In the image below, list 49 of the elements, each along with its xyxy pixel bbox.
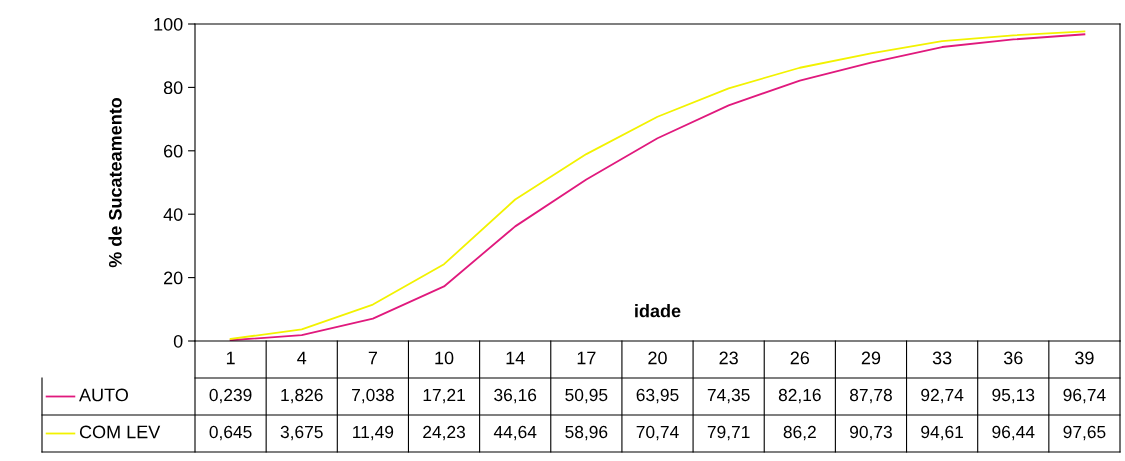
x-tick-label: 20 [648, 351, 667, 365]
data-label: 79,71 [707, 425, 750, 441]
data-label: 74,35 [707, 388, 750, 404]
y-axis-title: % de Sucateamento [108, 97, 122, 268]
data-label: 7,038 [352, 388, 394, 404]
data-label: 24,23 [423, 425, 465, 441]
data-label: 70,74 [636, 425, 679, 441]
x-tick-label: 23 [719, 351, 738, 365]
x-tick-label: 39 [1075, 351, 1094, 365]
data-label: 1,826 [281, 388, 323, 404]
data-label: 87,78 [850, 388, 892, 404]
data-label: 86,2 [783, 425, 816, 441]
y-tick-label: 20 [164, 271, 183, 285]
data-label: 97,65 [1063, 425, 1106, 441]
x-tick-label: 36 [1003, 351, 1023, 365]
x-tick-label: 33 [932, 351, 952, 365]
x-tick-label: 7 [368, 351, 377, 365]
data-label: 96,44 [992, 425, 1035, 441]
x-tick-label: 26 [790, 351, 810, 365]
data-label: 63,95 [636, 388, 679, 404]
data-label: 95,13 [992, 388, 1035, 404]
data-label: 0,239 [209, 388, 252, 404]
data-label: 50,95 [565, 388, 608, 404]
x-tick-label: 17 [577, 351, 596, 365]
y-tick-label: 40 [163, 208, 183, 221]
data-label: 11,49 [353, 425, 394, 441]
x-tick-label: 4 [297, 351, 307, 365]
y-tick-label: 60 [164, 144, 183, 158]
data-label: 44,64 [493, 425, 537, 441]
data-label: 92,74 [921, 388, 964, 404]
data-label: 36,16 [494, 388, 537, 404]
x-axis-title: idade [635, 304, 681, 318]
data-label: 96,74 [1063, 388, 1106, 404]
y-tick-label: 0 [173, 334, 183, 348]
data-label: 0,645 [209, 425, 252, 441]
x-tick-label: 14 [506, 351, 525, 365]
y-tick-label: 80 [163, 81, 183, 95]
x-tick-label: 1 [226, 351, 235, 365]
legend-label: AUTO [79, 388, 128, 402]
data-label: 17,21 [423, 388, 465, 404]
data-label: 3,675 [280, 425, 323, 441]
y-tick-label: 100 [154, 17, 183, 31]
data-label: 82,16 [778, 388, 821, 404]
data-label: 58,96 [565, 425, 608, 441]
data-label: 94,61 [921, 425, 963, 441]
legend-label: COM LEV [79, 425, 161, 439]
x-tick-label: 10 [435, 351, 454, 365]
data-label: 90,73 [850, 425, 892, 441]
x-tick-label: 29 [861, 351, 881, 365]
